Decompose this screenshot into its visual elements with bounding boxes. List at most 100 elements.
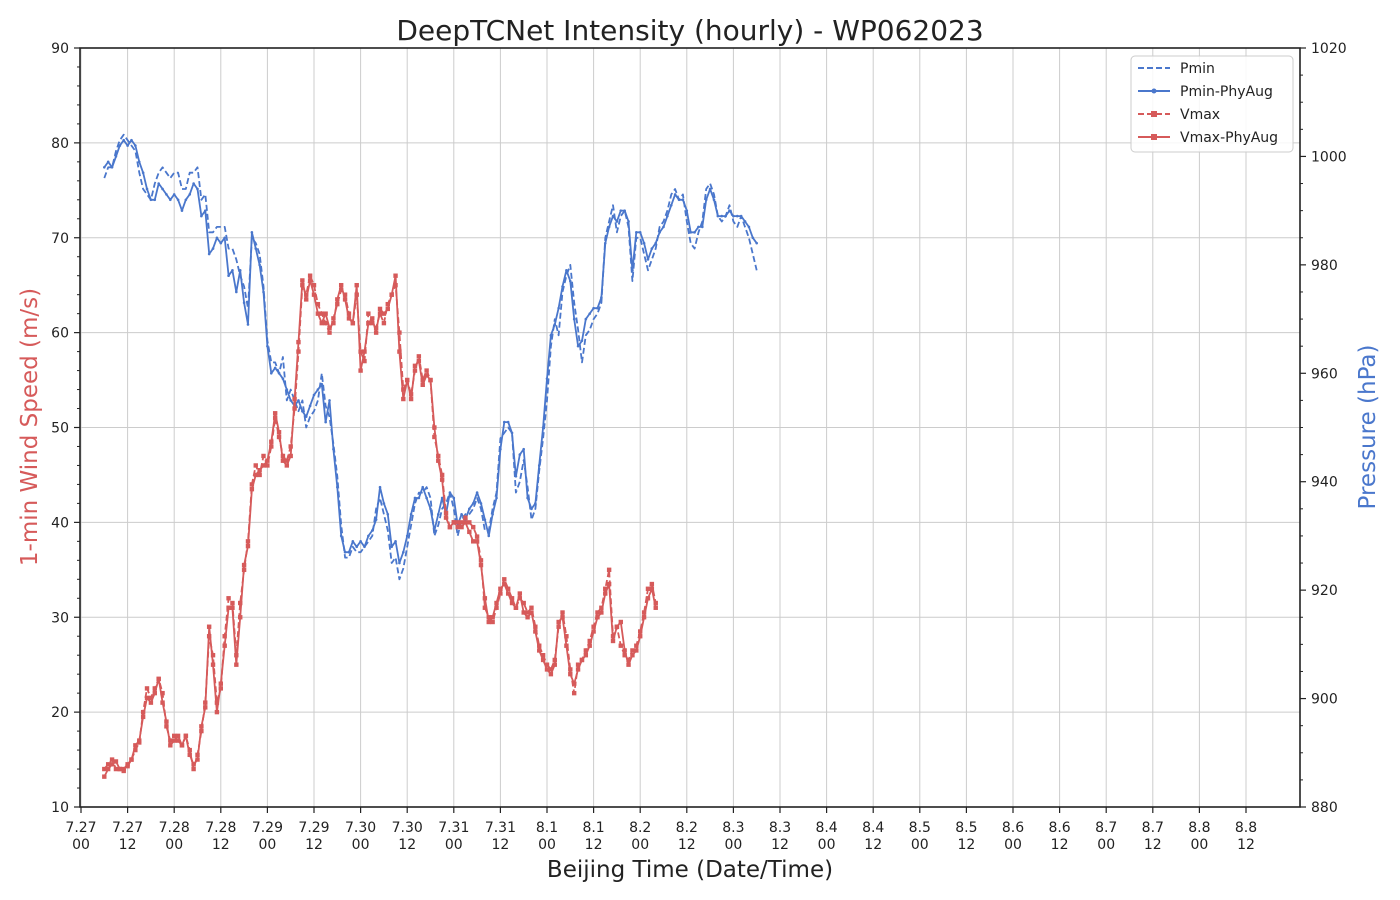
series-point	[552, 662, 557, 667]
series-point	[583, 653, 589, 658]
series-point	[641, 610, 647, 615]
series-point	[187, 752, 192, 758]
series-point	[505, 591, 511, 596]
left-tick-label: 20	[51, 705, 69, 721]
series-point	[390, 545, 393, 549]
series-point	[133, 747, 138, 753]
series-point	[553, 323, 557, 326]
series-point	[381, 320, 387, 326]
series-point	[666, 214, 669, 218]
series-point	[440, 496, 444, 500]
series-point	[571, 690, 577, 696]
x-tick-time: 12	[212, 837, 230, 853]
series-point	[412, 363, 418, 369]
series-point	[164, 719, 169, 724]
series-point	[495, 496, 498, 500]
x-tick-date: 7.29	[298, 820, 329, 836]
series-point	[416, 354, 422, 359]
x-tick-date: 8.3	[722, 820, 744, 836]
series-point	[630, 648, 635, 653]
right-tick-label: 1020	[1311, 41, 1347, 57]
left-tick-label: 50	[51, 421, 69, 437]
series-point	[323, 311, 328, 316]
series-point	[645, 586, 651, 591]
series-point	[179, 743, 185, 748]
series-point	[195, 757, 200, 762]
right-axis: 880 900 920 940 960 980 1000 1020	[1300, 41, 1347, 816]
series-point	[187, 747, 192, 753]
series-point	[704, 198, 708, 202]
series-point	[284, 463, 290, 468]
series-point	[346, 316, 352, 321]
x-tick-time: 12	[771, 837, 789, 853]
x-tick-date: 8.8	[1188, 820, 1210, 836]
series-point	[459, 520, 464, 525]
series-point	[533, 624, 538, 629]
x-tick-time: 12	[1237, 837, 1255, 853]
series-point	[269, 439, 274, 444]
series-point	[669, 203, 673, 207]
series-point	[626, 662, 631, 667]
series-point	[751, 236, 755, 240]
series-point	[281, 377, 285, 381]
series-point	[463, 520, 468, 525]
series-point	[506, 420, 510, 424]
series-point	[494, 600, 499, 606]
series-point	[152, 690, 157, 696]
x-tick-date: 8.7	[1095, 820, 1117, 836]
series-point	[610, 638, 616, 644]
series-point	[338, 287, 344, 293]
series-point	[708, 187, 712, 191]
series-point	[265, 458, 270, 463]
series-point	[362, 358, 367, 364]
legend-label-pmin: Pmin	[1180, 61, 1215, 77]
x-tick-date: 7.27	[112, 820, 143, 836]
series-point	[230, 605, 235, 610]
series-point	[413, 496, 417, 500]
series-point	[338, 282, 344, 288]
series-point	[227, 274, 230, 278]
series-point	[560, 615, 565, 620]
series-point	[575, 667, 581, 672]
left-tick-label: 60	[51, 326, 69, 342]
series-point	[149, 198, 153, 202]
series-point	[645, 596, 651, 601]
series-point	[385, 306, 390, 312]
series-point	[526, 496, 529, 500]
x-tick-time: 00	[631, 837, 649, 853]
series-point	[137, 160, 141, 164]
series-point	[409, 512, 413, 516]
series-point	[191, 762, 196, 767]
series-point	[635, 231, 638, 234]
x-tick-time: 12	[1051, 837, 1069, 853]
series-point	[262, 290, 265, 294]
series-point	[548, 671, 554, 677]
series-point	[471, 502, 475, 505]
series-point	[176, 198, 180, 202]
series-point	[432, 434, 437, 440]
series-point	[649, 581, 655, 587]
series-point	[258, 263, 261, 267]
series-point	[626, 657, 631, 663]
x-tick-date: 7.31	[485, 820, 516, 836]
series-point	[521, 610, 526, 615]
series-point	[471, 524, 476, 530]
series-point	[460, 512, 463, 516]
series-point	[343, 550, 347, 554]
series-point	[300, 278, 305, 283]
series-point	[459, 524, 464, 530]
series-point	[599, 610, 604, 615]
series-point	[600, 296, 603, 299]
x-tick-time: 00	[818, 837, 836, 853]
x-tick-time: 00	[72, 837, 90, 853]
series-point	[250, 231, 254, 234]
series-point	[292, 396, 297, 402]
series-point	[327, 330, 332, 335]
x-tick-time: 00	[1004, 837, 1022, 853]
series-point	[335, 297, 340, 302]
series-point	[572, 317, 576, 321]
series-point	[509, 596, 515, 601]
legend-marker-vmax	[1151, 111, 1157, 117]
series-point	[529, 605, 534, 610]
x-tick-time: 00	[538, 837, 556, 853]
